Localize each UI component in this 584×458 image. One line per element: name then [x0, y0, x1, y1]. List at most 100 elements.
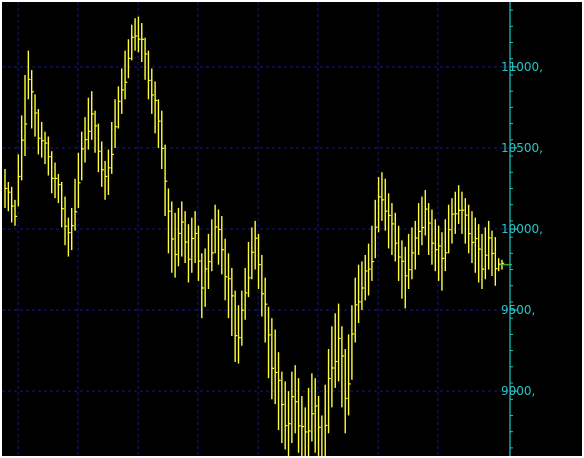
price-bar	[104, 160, 108, 200]
price-bar	[427, 203, 431, 255]
price-bar	[454, 191, 458, 234]
price-bar	[461, 191, 465, 234]
price-bar	[231, 267, 235, 337]
price-bar	[451, 198, 455, 244]
price-bar	[374, 199, 378, 259]
price-bar	[367, 243, 371, 296]
price-bar	[141, 23, 144, 62]
price-bar	[494, 237, 498, 286]
price-bar	[257, 233, 261, 289]
price-bar	[207, 233, 211, 289]
price-bar	[177, 207, 181, 267]
y-tick-label: 11000,	[501, 60, 543, 74]
price-bar	[84, 117, 88, 163]
price-bar	[171, 201, 174, 273]
price-bar	[497, 258, 501, 272]
price-bar	[50, 151, 54, 194]
price-bar	[424, 190, 428, 236]
price-bar	[477, 224, 481, 283]
price-bar	[471, 211, 475, 264]
price-bar	[221, 216, 225, 275]
price-bar	[357, 264, 361, 324]
price-bar	[194, 211, 198, 264]
price-bar	[151, 68, 154, 114]
price-bar	[57, 173, 61, 204]
price-bar	[251, 227, 255, 280]
price-bar	[261, 254, 265, 317]
price-bar	[197, 225, 201, 281]
price-bar	[384, 178, 388, 231]
price-bar	[484, 227, 488, 280]
price-bars	[4, 16, 505, 456]
price-bar	[317, 396, 321, 456]
price-bar	[127, 39, 131, 79]
price-bar	[71, 207, 74, 251]
price-bar	[321, 415, 323, 456]
price-bar	[10, 186, 14, 223]
price-bar	[67, 217, 71, 257]
price-bar	[27, 50, 31, 100]
price-bar	[351, 305, 355, 380]
price-bar	[324, 384, 328, 456]
price-bar	[111, 121, 114, 174]
price-bar	[94, 110, 98, 153]
price-bar	[271, 318, 275, 400]
price-bar	[114, 99, 118, 148]
price-bar	[161, 110, 164, 170]
price-bar	[354, 277, 358, 343]
price-bar	[204, 248, 208, 307]
price-bar	[24, 74, 28, 157]
price-bar	[107, 149, 111, 195]
price-bar	[4, 169, 8, 208]
price-bar	[164, 144, 168, 217]
price-bar	[337, 303, 341, 382]
price-bar	[121, 68, 124, 114]
price-bar	[117, 86, 121, 129]
price-bar	[254, 220, 258, 270]
price-bar	[7, 181, 11, 212]
price-bar	[411, 227, 415, 280]
price-bar	[154, 81, 158, 134]
price-bar	[314, 378, 318, 453]
price-bar	[144, 37, 148, 80]
price-bar	[54, 162, 58, 199]
price-bar	[187, 224, 191, 283]
price-bar	[134, 18, 138, 51]
price-bar	[167, 188, 171, 254]
price-bar	[381, 172, 385, 221]
price-bar	[237, 305, 241, 364]
price-bar	[74, 178, 78, 231]
price-bar	[241, 290, 245, 346]
price-bar	[294, 365, 298, 434]
price-bar	[377, 177, 381, 233]
price-bar	[401, 240, 405, 299]
price-bar	[481, 233, 485, 289]
price-bar	[91, 91, 94, 140]
price-bar	[184, 211, 188, 264]
price-bar	[217, 209, 221, 265]
price-bar	[301, 396, 305, 456]
price-bar	[44, 131, 48, 165]
price-bar	[387, 193, 391, 249]
price-bar	[341, 326, 345, 408]
price-bar	[347, 334, 351, 416]
price-bar	[434, 219, 438, 272]
price-bar	[457, 185, 461, 225]
price-bar	[291, 371, 295, 444]
price-bar	[371, 225, 375, 281]
price-bar	[267, 306, 271, 379]
price-bar	[437, 225, 441, 281]
price-bar	[131, 24, 134, 61]
price-bar	[101, 141, 104, 187]
price-bar	[201, 253, 204, 319]
price-bar	[311, 373, 315, 442]
price-bar	[211, 219, 215, 272]
price-bar	[37, 109, 41, 155]
price-bar	[227, 253, 231, 319]
price-bar	[124, 50, 128, 100]
price-bar	[331, 326, 335, 408]
price-bar	[277, 352, 281, 431]
price-bar	[334, 313, 338, 388]
